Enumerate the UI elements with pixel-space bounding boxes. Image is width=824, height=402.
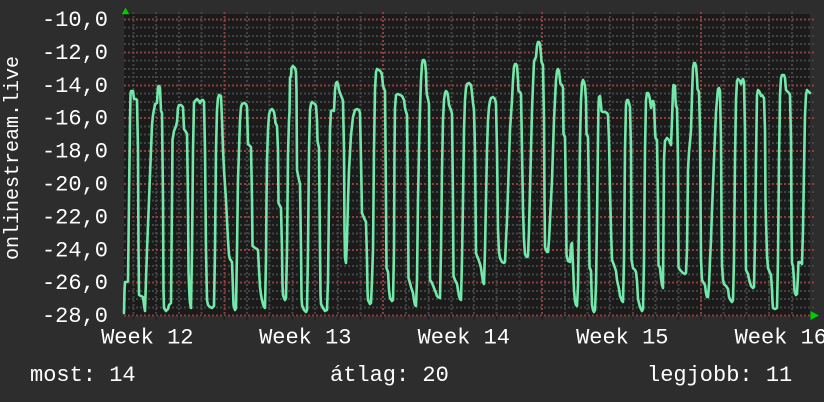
svg-text:-10,0: -10,0 [42, 8, 108, 33]
svg-text:-14,0: -14,0 [42, 74, 108, 99]
svg-text:-16,0: -16,0 [42, 107, 108, 132]
svg-text:-20,0: -20,0 [42, 173, 108, 198]
svg-text:átlag: 20: átlag: 20 [330, 363, 449, 388]
svg-text:Week 15: Week 15 [576, 326, 668, 351]
svg-text:-22,0: -22,0 [42, 205, 108, 230]
svg-text:most: 14: most: 14 [30, 363, 136, 388]
svg-text:onlinestream.live: onlinestream.live [2, 56, 25, 260]
svg-text:Week 12: Week 12 [101, 326, 193, 351]
svg-text:-26,0: -26,0 [42, 271, 108, 296]
svg-text:-18,0: -18,0 [42, 140, 108, 165]
svg-text:legjobb: 11: legjobb: 11 [647, 363, 792, 388]
svg-text:Week 13: Week 13 [259, 326, 351, 351]
svg-text:-12,0: -12,0 [42, 41, 108, 66]
svg-text:Week 14: Week 14 [418, 326, 510, 351]
svg-text:-24,0: -24,0 [42, 238, 108, 263]
svg-text:Week 16: Week 16 [735, 326, 824, 351]
svg-text:-28,0: -28,0 [42, 304, 108, 329]
